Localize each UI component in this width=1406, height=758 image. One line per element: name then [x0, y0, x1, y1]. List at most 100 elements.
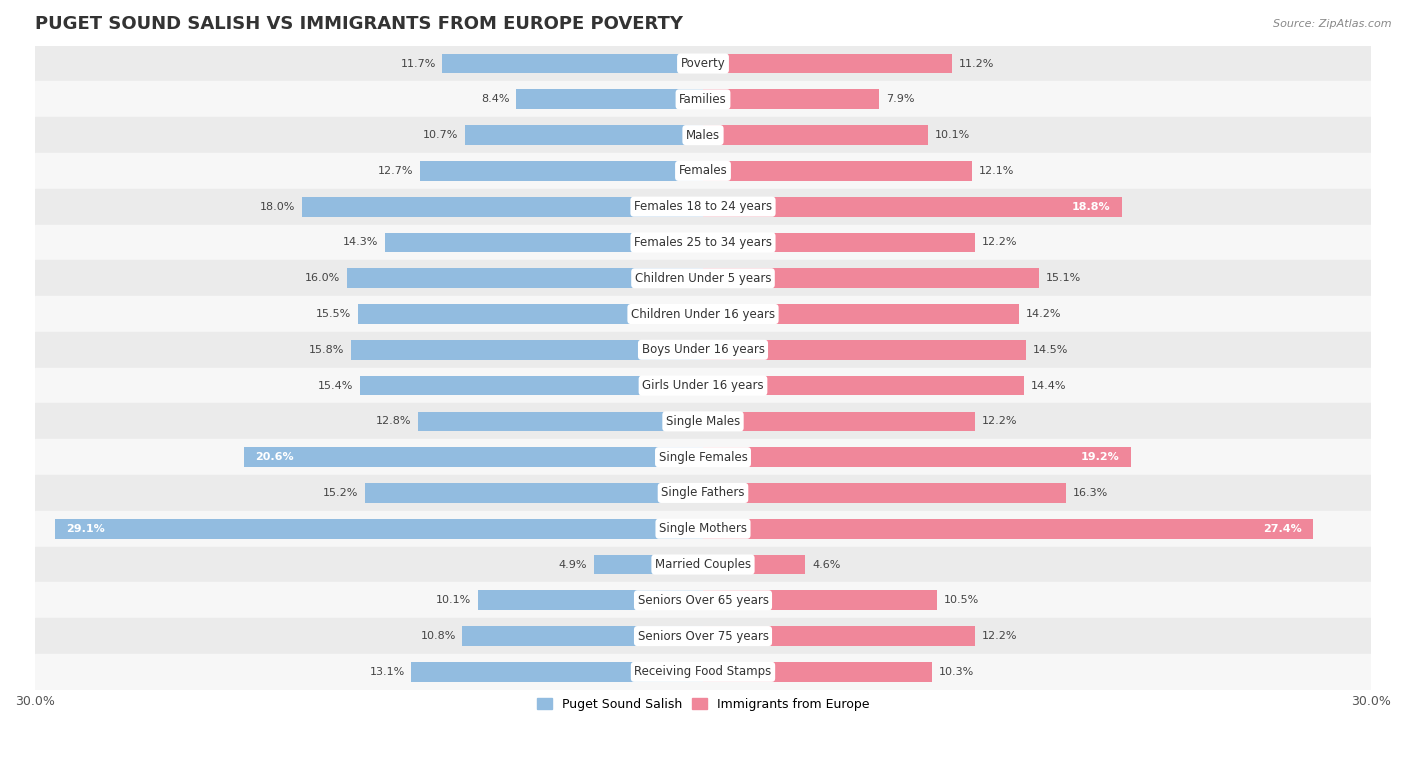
Bar: [463, 626, 703, 646]
Bar: [703, 125, 928, 145]
Bar: [35, 619, 1371, 654]
Text: Married Couples: Married Couples: [655, 558, 751, 571]
Bar: [35, 332, 1371, 368]
Text: 16.0%: 16.0%: [305, 273, 340, 283]
Text: 12.8%: 12.8%: [375, 416, 412, 427]
Bar: [35, 440, 1371, 475]
Bar: [35, 117, 1371, 153]
Bar: [360, 376, 703, 396]
Text: 14.5%: 14.5%: [1032, 345, 1069, 355]
Bar: [593, 555, 703, 575]
Text: 12.1%: 12.1%: [979, 166, 1015, 176]
Bar: [703, 626, 974, 646]
Bar: [385, 233, 703, 252]
Bar: [35, 403, 1371, 440]
Bar: [35, 153, 1371, 189]
Text: 15.5%: 15.5%: [316, 309, 352, 319]
Text: Males: Males: [686, 129, 720, 142]
Bar: [703, 483, 1066, 503]
Text: Children Under 16 years: Children Under 16 years: [631, 308, 775, 321]
Text: 10.3%: 10.3%: [939, 667, 974, 677]
Bar: [35, 368, 1371, 403]
Bar: [703, 340, 1026, 359]
Bar: [35, 654, 1371, 690]
Bar: [703, 161, 973, 180]
Bar: [35, 475, 1371, 511]
Text: 15.2%: 15.2%: [322, 488, 359, 498]
Text: Boys Under 16 years: Boys Under 16 years: [641, 343, 765, 356]
Text: Source: ZipAtlas.com: Source: ZipAtlas.com: [1274, 19, 1392, 29]
Text: Single Females: Single Females: [658, 451, 748, 464]
Bar: [35, 81, 1371, 117]
Bar: [352, 340, 703, 359]
Text: 27.4%: 27.4%: [1263, 524, 1302, 534]
Text: Seniors Over 75 years: Seniors Over 75 years: [637, 630, 769, 643]
Text: 15.1%: 15.1%: [1046, 273, 1081, 283]
Bar: [703, 519, 1313, 539]
Text: Single Mothers: Single Mothers: [659, 522, 747, 535]
Text: Poverty: Poverty: [681, 57, 725, 70]
Text: 15.4%: 15.4%: [318, 381, 353, 390]
Bar: [703, 555, 806, 575]
Bar: [35, 547, 1371, 582]
Bar: [443, 54, 703, 74]
Bar: [703, 268, 1039, 288]
Bar: [55, 519, 703, 539]
Bar: [35, 582, 1371, 619]
Bar: [703, 447, 1130, 467]
Text: 12.2%: 12.2%: [981, 237, 1017, 247]
Text: 12.2%: 12.2%: [981, 631, 1017, 641]
Text: 19.2%: 19.2%: [1081, 453, 1119, 462]
Text: 11.2%: 11.2%: [959, 58, 994, 68]
Text: 15.8%: 15.8%: [309, 345, 344, 355]
Bar: [418, 412, 703, 431]
Text: Single Fathers: Single Fathers: [661, 487, 745, 500]
Text: Girls Under 16 years: Girls Under 16 years: [643, 379, 763, 392]
Text: Single Males: Single Males: [666, 415, 740, 428]
Text: 12.7%: 12.7%: [378, 166, 413, 176]
Bar: [478, 590, 703, 610]
Legend: Puget Sound Salish, Immigrants from Europe: Puget Sound Salish, Immigrants from Euro…: [531, 693, 875, 716]
Text: Females 25 to 34 years: Females 25 to 34 years: [634, 236, 772, 249]
Bar: [35, 189, 1371, 224]
Text: Children Under 5 years: Children Under 5 years: [634, 272, 772, 285]
Text: Receiving Food Stamps: Receiving Food Stamps: [634, 666, 772, 678]
Text: 7.9%: 7.9%: [886, 94, 914, 105]
Bar: [302, 197, 703, 217]
Bar: [703, 662, 932, 681]
Bar: [245, 447, 703, 467]
Text: 4.6%: 4.6%: [813, 559, 841, 569]
Bar: [35, 511, 1371, 547]
Text: 16.3%: 16.3%: [1073, 488, 1108, 498]
Bar: [703, 376, 1024, 396]
Text: 11.7%: 11.7%: [401, 58, 436, 68]
Text: PUGET SOUND SALISH VS IMMIGRANTS FROM EUROPE POVERTY: PUGET SOUND SALISH VS IMMIGRANTS FROM EU…: [35, 15, 683, 33]
Bar: [420, 161, 703, 180]
Bar: [703, 412, 974, 431]
Text: 10.8%: 10.8%: [420, 631, 456, 641]
Bar: [35, 45, 1371, 81]
Text: 12.2%: 12.2%: [981, 416, 1017, 427]
Text: 8.4%: 8.4%: [481, 94, 509, 105]
Bar: [703, 233, 974, 252]
Bar: [35, 296, 1371, 332]
Bar: [359, 304, 703, 324]
Bar: [703, 54, 952, 74]
Text: 18.0%: 18.0%: [260, 202, 295, 211]
Bar: [516, 89, 703, 109]
Text: Females 18 to 24 years: Females 18 to 24 years: [634, 200, 772, 213]
Bar: [703, 197, 1122, 217]
Bar: [703, 590, 936, 610]
Text: Females: Females: [679, 164, 727, 177]
Text: 10.7%: 10.7%: [423, 130, 458, 140]
Text: 4.9%: 4.9%: [558, 559, 588, 569]
Text: 29.1%: 29.1%: [66, 524, 105, 534]
Text: 20.6%: 20.6%: [256, 453, 294, 462]
Bar: [465, 125, 703, 145]
Bar: [703, 89, 879, 109]
Bar: [35, 260, 1371, 296]
Bar: [412, 662, 703, 681]
Text: 14.3%: 14.3%: [343, 237, 378, 247]
Bar: [364, 483, 703, 503]
Bar: [703, 304, 1019, 324]
